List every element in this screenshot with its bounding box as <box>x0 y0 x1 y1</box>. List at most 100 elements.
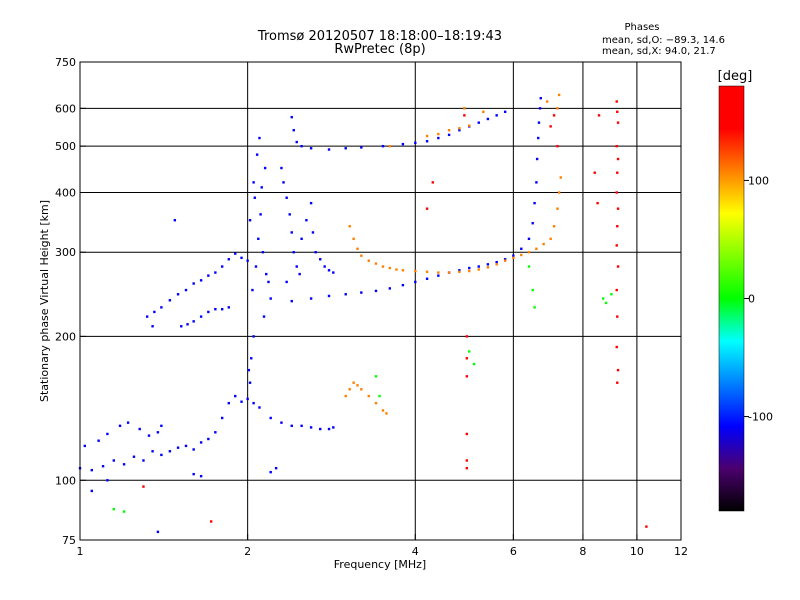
data-point <box>90 489 94 493</box>
data-point <box>542 242 545 246</box>
data-point <box>477 121 480 124</box>
data-point <box>122 463 126 466</box>
data-point <box>290 299 293 303</box>
data-point <box>112 459 116 462</box>
data-point <box>535 181 538 184</box>
data-point <box>616 110 619 114</box>
data-point <box>263 166 267 170</box>
y-tick-label: 750 <box>55 56 76 69</box>
data-point <box>192 472 195 476</box>
data-point <box>261 251 265 254</box>
data-point <box>616 121 620 124</box>
colorbar-ticks: 100 0 -100 <box>744 174 773 424</box>
data-point <box>615 100 618 103</box>
data-point <box>602 297 605 300</box>
data-point <box>533 306 536 309</box>
data-point <box>425 270 429 273</box>
data-point <box>360 291 363 294</box>
data-point <box>616 171 619 174</box>
plot-frame <box>79 61 682 541</box>
data-point <box>596 201 599 205</box>
data-point <box>520 253 523 257</box>
chart-title: Tromsø 20120507 18:18:00–18:19:43 <box>257 29 502 44</box>
data-point <box>615 288 618 292</box>
data-point <box>465 466 469 470</box>
data-point <box>527 251 531 254</box>
data-point <box>251 288 254 292</box>
data-point <box>142 459 145 462</box>
data-point <box>535 157 539 161</box>
data-point <box>616 157 620 161</box>
data-point <box>477 265 480 268</box>
data-point <box>374 262 378 265</box>
y-tick-label: 600 <box>55 102 76 115</box>
data-point <box>538 107 542 110</box>
data-point <box>269 416 272 420</box>
data-point <box>305 219 308 222</box>
data-point <box>486 266 490 269</box>
data-point <box>327 269 331 272</box>
data-point <box>145 315 149 318</box>
data-point <box>138 427 141 431</box>
data-point <box>414 280 417 284</box>
data-point <box>537 121 541 124</box>
data-point <box>112 507 116 511</box>
data-point <box>126 421 130 424</box>
data-point <box>227 306 230 309</box>
data-point <box>495 263 498 266</box>
data-point <box>285 196 288 199</box>
data-point <box>227 258 230 261</box>
data-point <box>292 128 295 132</box>
data-point <box>199 315 203 318</box>
data-point <box>280 421 283 424</box>
data-point <box>616 315 619 318</box>
data-point <box>556 144 559 148</box>
data-point <box>527 237 531 241</box>
data-point <box>388 266 392 270</box>
data-point <box>142 485 145 488</box>
data-point <box>298 272 301 276</box>
data-point <box>227 401 230 405</box>
data-point <box>344 147 347 150</box>
data-point <box>401 269 405 272</box>
data-point <box>260 186 263 189</box>
data-point <box>447 133 451 137</box>
data-point <box>262 315 266 318</box>
data-point <box>616 381 619 384</box>
data-point <box>269 470 272 474</box>
data-point <box>593 171 596 174</box>
data-point <box>344 394 347 398</box>
data-point <box>348 388 351 391</box>
data-point <box>332 426 335 429</box>
data-point <box>118 424 122 428</box>
data-point <box>486 117 490 121</box>
data-point <box>645 525 648 528</box>
data-point <box>300 144 303 148</box>
data-point <box>153 310 156 314</box>
data-point <box>352 381 355 384</box>
grid-lines <box>80 62 681 540</box>
data-point <box>381 144 385 148</box>
data-point <box>367 394 370 398</box>
data-point <box>463 114 466 117</box>
data-point <box>132 455 136 458</box>
data-point <box>220 416 224 420</box>
data-point <box>309 147 313 150</box>
data-point <box>265 272 268 276</box>
x-tick-label: 6 <box>510 545 517 558</box>
data-point <box>531 222 534 225</box>
data-point <box>447 128 451 132</box>
data-point <box>604 301 608 305</box>
stats-x-line: mean, sd,X: 94.0, 21.7 <box>602 46 716 57</box>
data-point <box>401 142 405 146</box>
data-point <box>360 388 363 391</box>
data-point <box>468 350 471 353</box>
x-tick-label: 2 <box>244 545 251 558</box>
data-point <box>512 256 515 260</box>
data-point <box>83 444 86 448</box>
data-point <box>356 247 359 250</box>
data-point <box>520 247 523 250</box>
data-point <box>512 254 515 257</box>
data-point <box>207 274 210 277</box>
